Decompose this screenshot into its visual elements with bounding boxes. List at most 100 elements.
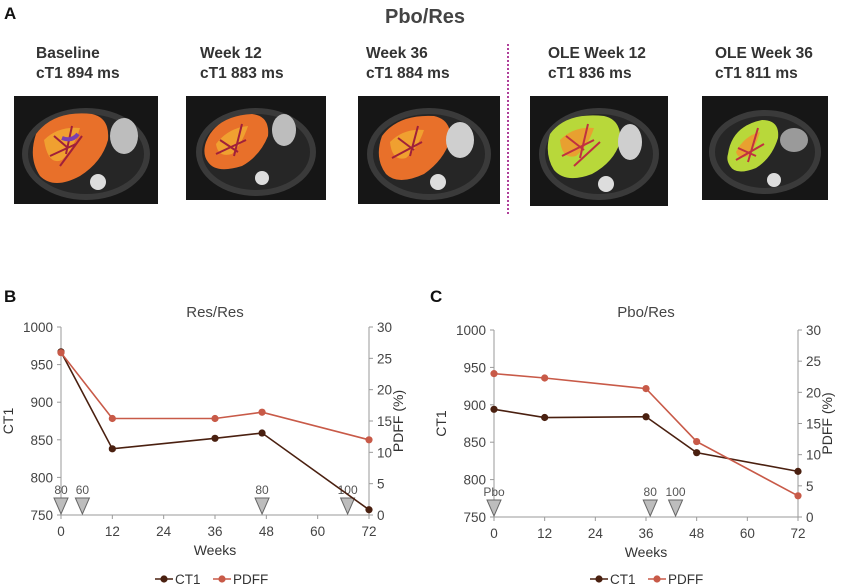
dose-marker-label: 80 bbox=[54, 483, 68, 497]
dose-marker-triangle bbox=[74, 497, 91, 516]
x-tick-label: 12 bbox=[105, 524, 120, 539]
data-point-ct1 bbox=[365, 506, 373, 514]
x-tick-label: 60 bbox=[740, 526, 755, 541]
dose-marker-triangle bbox=[339, 497, 356, 516]
y-tick-label: 1000 bbox=[456, 323, 486, 338]
scan-label-line2: cT1 836 ms bbox=[548, 65, 632, 82]
mri-scan-ole-week36 bbox=[702, 96, 828, 200]
dose-marker-triangle bbox=[642, 499, 658, 518]
x-axis-label: Weeks bbox=[194, 542, 237, 558]
series-line-ct1 bbox=[60, 351, 370, 511]
legend-entry-pdff: PDFF bbox=[233, 572, 268, 587]
x-tick-label: 60 bbox=[310, 524, 325, 539]
data-point-pdff bbox=[642, 384, 650, 393]
y-right-tick-label: 25 bbox=[806, 354, 821, 369]
chart-title: Pbo/Res bbox=[617, 304, 675, 321]
data-point-pdff bbox=[258, 408, 266, 416]
y-tick-label: 950 bbox=[463, 360, 486, 375]
dose-marker-triangle bbox=[667, 499, 684, 518]
scan-label-line1: Baseline bbox=[36, 45, 100, 62]
data-point-ct1 bbox=[642, 413, 650, 421]
scan-label-week36: Week 36 cT1 884 ms bbox=[366, 44, 450, 84]
panel-b-letter: B bbox=[4, 287, 17, 306]
panel-a-letter: A bbox=[4, 4, 17, 23]
mri-scan-week36 bbox=[358, 96, 500, 204]
chart-title: Res/Res bbox=[186, 304, 244, 321]
panel-c-letter: C bbox=[430, 287, 443, 306]
data-point-pdff bbox=[794, 492, 802, 500]
legend-swatch-point bbox=[218, 575, 226, 583]
legend-entry-ct1: CT1 bbox=[610, 572, 636, 587]
mri-scan-week12 bbox=[186, 96, 326, 200]
data-point-ct1 bbox=[108, 445, 116, 453]
dose-marker-triangle bbox=[254, 497, 270, 516]
y-right-tick-label: 15 bbox=[806, 417, 821, 432]
data-point-ct1 bbox=[693, 449, 701, 457]
dose-marker-triangle bbox=[53, 497, 69, 516]
data-point-ct1 bbox=[490, 405, 498, 413]
x-tick-label: 24 bbox=[588, 526, 604, 541]
scan-label-line2: cT1 894 ms bbox=[36, 65, 120, 82]
y-right-tick-label: 20 bbox=[806, 385, 821, 400]
y-right-axis-label: PDFF (%) bbox=[390, 390, 406, 452]
legend-entry-ct1: CT1 bbox=[175, 572, 201, 587]
data-point-pdff bbox=[108, 414, 116, 423]
dose-marker-triangle bbox=[486, 499, 502, 518]
x-tick-label: 36 bbox=[638, 526, 653, 541]
y-tick-label: 850 bbox=[30, 433, 53, 448]
dose-marker-label: 80 bbox=[644, 485, 658, 499]
dose-marker-label: 80 bbox=[255, 483, 269, 497]
data-point-pdff bbox=[365, 436, 373, 444]
y-tick-label: 800 bbox=[463, 473, 486, 488]
y-tick-label: 900 bbox=[30, 395, 53, 410]
scan-label-ole-week12: OLE Week 12 cT1 836 ms bbox=[548, 44, 646, 84]
legend-entry-pdff: PDFF bbox=[668, 572, 703, 587]
y-right-tick-label: 0 bbox=[377, 508, 385, 523]
y-right-tick-label: 0 bbox=[806, 510, 814, 525]
y-right-tick-label: 10 bbox=[806, 448, 821, 463]
chart-res-res: Res/Res 750 800 850 900 950 1000 0 5 10 15 20 25 30 0 1… bbox=[0, 304, 406, 587]
y-right-tick-label: 30 bbox=[377, 320, 392, 335]
scan-label-line2: cT1 811 ms bbox=[715, 65, 798, 82]
y-right-tick-label: 15 bbox=[377, 414, 392, 429]
y-right-tick-label: 25 bbox=[377, 351, 392, 366]
scan-label-line1: OLE Week 12 bbox=[548, 45, 646, 62]
y-tick-label: 950 bbox=[30, 358, 53, 373]
y-tick-label: 800 bbox=[30, 470, 53, 485]
y-tick-label: 850 bbox=[463, 435, 486, 450]
y-tick-label: 750 bbox=[463, 510, 486, 525]
scan-label-line1: OLE Week 36 bbox=[715, 45, 813, 62]
dose-marker-label: Pbo bbox=[483, 485, 505, 499]
x-tick-label: 72 bbox=[361, 524, 376, 539]
data-point-pdff bbox=[57, 349, 65, 357]
mri-scan-baseline bbox=[14, 96, 158, 204]
data-point-ct1 bbox=[541, 413, 549, 422]
scan-label-line2: cT1 883 ms bbox=[200, 65, 284, 82]
series-line-pdff bbox=[60, 352, 370, 441]
y-right-tick-label: 30 bbox=[806, 323, 821, 338]
y-axis-label: CT1 bbox=[433, 410, 449, 437]
legend-swatch-point bbox=[595, 575, 603, 583]
y-right-tick-label: 5 bbox=[377, 477, 385, 492]
dose-marker-label: 60 bbox=[76, 483, 90, 497]
x-tick-label: 0 bbox=[57, 524, 65, 539]
chart-pbo-res: Pbo/Res 750 800 850 900 950 1000 0 5 10 15 20 25 30 0 1… bbox=[433, 304, 835, 587]
data-point-ct1 bbox=[211, 434, 219, 442]
legend-swatch-point bbox=[160, 575, 168, 583]
y-right-tick-label: 5 bbox=[806, 479, 814, 494]
x-tick-label: 24 bbox=[156, 524, 172, 539]
x-tick-label: 48 bbox=[259, 524, 274, 539]
x-tick-label: 48 bbox=[689, 526, 704, 541]
scan-label-line2: cT1 884 ms bbox=[366, 65, 450, 82]
y-tick-label: 750 bbox=[30, 508, 53, 523]
scan-label-week12: Week 12 cT1 883 ms bbox=[200, 44, 284, 84]
data-point-pdff bbox=[541, 374, 549, 382]
mri-scan-ole-week12 bbox=[530, 96, 668, 206]
y-right-tick-label: 20 bbox=[377, 383, 392, 398]
dose-marker-label: 100 bbox=[338, 483, 358, 497]
data-point-pdff bbox=[693, 437, 701, 446]
dose-marker-label: 100 bbox=[666, 485, 686, 499]
x-tick-label: 36 bbox=[207, 524, 222, 539]
y-tick-label: 900 bbox=[463, 398, 486, 413]
data-point-pdff bbox=[211, 414, 219, 423]
